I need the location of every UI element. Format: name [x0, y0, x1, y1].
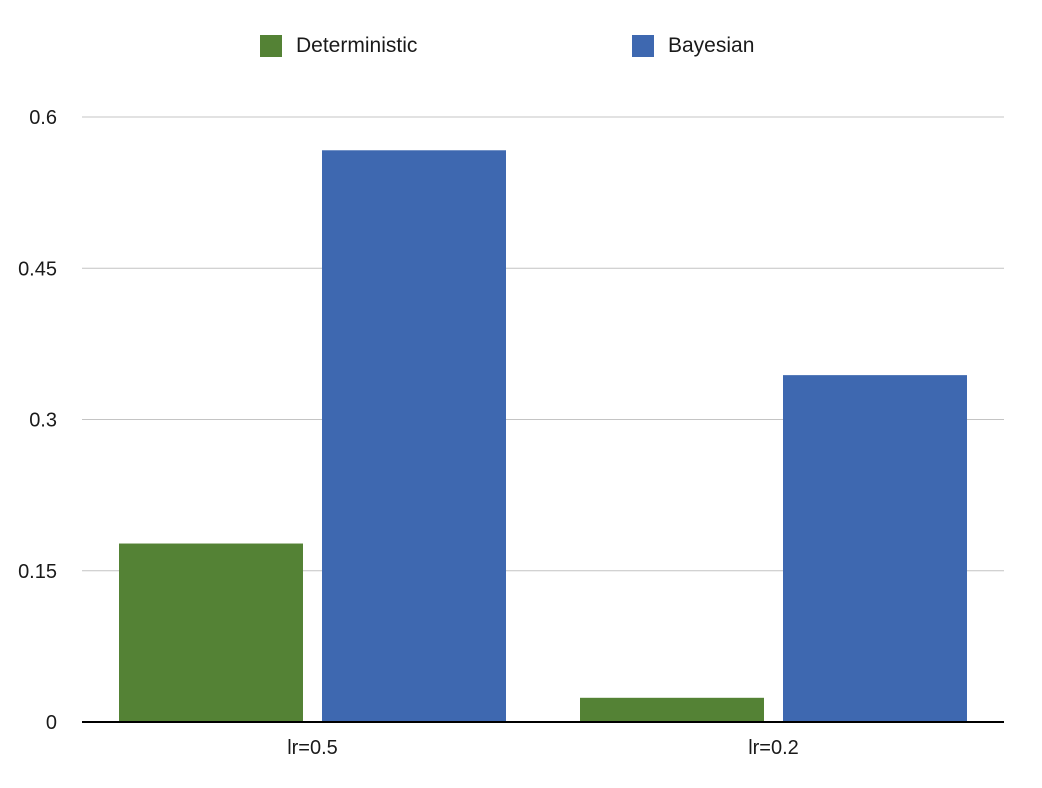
legend-label-bayesian: Bayesian: [668, 34, 755, 57]
bar-deterministic-1: [580, 697, 764, 722]
legend-swatch-deterministic: [260, 35, 282, 57]
y-tick-label: 0.6: [29, 107, 57, 129]
legend-item-deterministic: Deterministic: [260, 30, 417, 62]
legend: Deterministic Bayesian: [0, 30, 1042, 62]
bars: [119, 150, 967, 722]
bar-bayesian-0: [322, 150, 506, 722]
legend-item-bayesian: Bayesian: [632, 30, 754, 62]
y-tick-label: 0.3: [29, 410, 57, 432]
y-tick-label: 0.45: [18, 258, 57, 280]
legend-swatch-bayesian: [632, 35, 654, 57]
bar-bayesian-1: [783, 375, 967, 722]
bar-deterministic-0: [119, 543, 303, 722]
x-tick-label: lr=0.2: [748, 737, 799, 759]
x-tick-label: lr=0.5: [287, 737, 338, 759]
y-tick-label: 0: [46, 712, 57, 734]
tick-labels: 0 0.15 0.3 0.45 0.6 lr=0.5 lr=0.2: [18, 107, 799, 759]
y-tick-label: 0.15: [18, 561, 57, 583]
legend-label-deterministic: Deterministic: [296, 34, 418, 57]
